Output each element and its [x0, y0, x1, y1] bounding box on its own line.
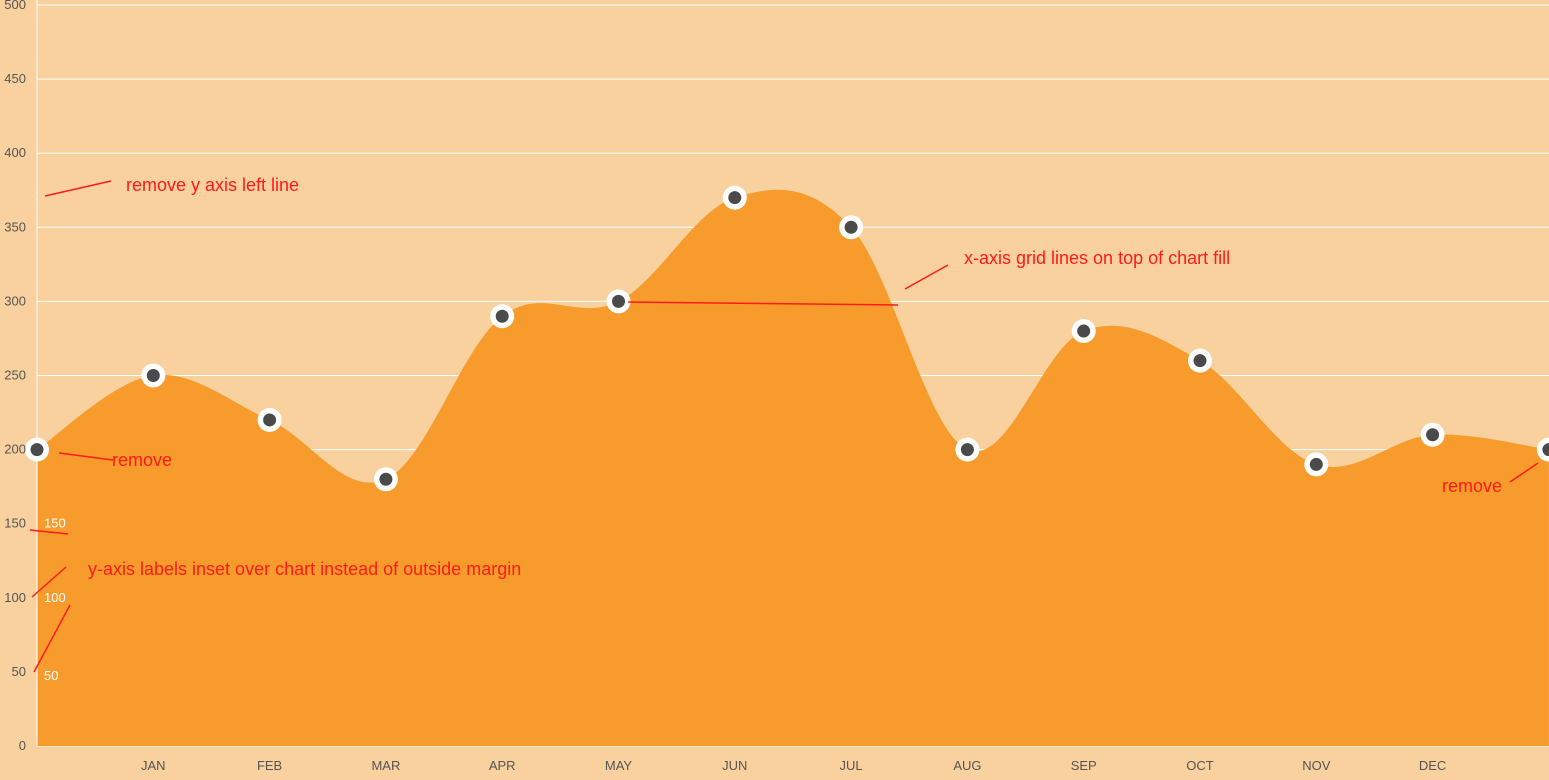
- data-point: [1536, 437, 1549, 462]
- inset-y-label: 100: [44, 590, 66, 605]
- annotation-remove-right: remove: [1442, 476, 1502, 496]
- annotation-line-remove-left: [58, 452, 114, 461]
- annotation-remove-y-axis-line: remove y axis left line: [126, 175, 299, 195]
- y-tick-label: 250: [4, 368, 26, 383]
- area-fill: [37, 189, 1549, 747]
- data-point-dot: [1077, 324, 1091, 338]
- y-tick-label: 350: [4, 219, 26, 234]
- annotation-line-inset-100: [31, 566, 67, 598]
- x-tick-label: OCT: [1186, 758, 1214, 773]
- data-point-dot: [495, 309, 509, 323]
- inset-y-label: 150: [44, 516, 66, 531]
- data-point: [141, 363, 166, 388]
- x-tick-label: DEC: [1419, 758, 1446, 773]
- data-point-dot: [146, 369, 160, 382]
- data-point: [1420, 422, 1445, 447]
- inset-y-label: 50: [44, 668, 58, 683]
- data-point: [955, 437, 980, 462]
- annotations: remove y axis left line x-axis grid line…: [29, 175, 1539, 673]
- x-tick-label: FEB: [257, 758, 282, 773]
- x-tick-labels: JAN FEB MAR APR MAY JUN JUL AUG SEP OCT NOV DEC: [141, 758, 1446, 773]
- y-tick-label: 200: [4, 442, 26, 457]
- x-tick-label: NOV: [1302, 758, 1331, 773]
- data-point-dot: [263, 413, 277, 427]
- data-point-dot: [1309, 457, 1323, 471]
- x-tick-label: JUL: [840, 758, 863, 773]
- data-point-dot: [1542, 443, 1549, 457]
- data-point-dot: [1426, 428, 1440, 442]
- y-tick-label: 300: [4, 293, 26, 308]
- y-tick-label: 0: [19, 738, 26, 753]
- y-tick-label: 100: [4, 590, 26, 605]
- x-tick-label: JAN: [141, 758, 166, 773]
- data-point-dot: [30, 443, 44, 457]
- annotation-line-remove-right: [1509, 462, 1539, 483]
- y-tick-label: 500: [4, 0, 26, 12]
- y-tick-label: 150: [4, 516, 26, 531]
- annotation-line-inset-50: [33, 604, 71, 673]
- x-tick-label: AUG: [953, 758, 981, 773]
- data-point: [373, 467, 398, 492]
- data-point: [490, 304, 515, 329]
- data-point: [1071, 319, 1096, 344]
- data-point-dot: [960, 443, 974, 457]
- data-point: [1188, 348, 1212, 373]
- data-point: [25, 437, 49, 462]
- annotation-inset-labels: y-axis labels inset over chart instead o…: [88, 559, 521, 579]
- data-point: [722, 185, 747, 210]
- data-point: [257, 407, 282, 432]
- data-point-dot: [612, 294, 625, 308]
- data-point-dot: [1193, 354, 1207, 368]
- annotation-grid-on-top: x-axis grid lines on top of chart fill: [964, 248, 1230, 268]
- data-point-dot: [844, 220, 858, 234]
- y-tick-label: 450: [4, 71, 26, 86]
- data-point: [606, 289, 631, 314]
- data-point-dot: [379, 472, 393, 486]
- x-tick-label: APR: [489, 758, 516, 773]
- annotation-line-grid-across: [627, 301, 899, 306]
- data-point: [839, 215, 864, 240]
- x-tick-label: MAR: [371, 758, 400, 773]
- y-tick-label: 50: [12, 664, 26, 679]
- x-tick-label: JUN: [722, 758, 747, 773]
- x-tick-label: SEP: [1071, 758, 1097, 773]
- x-tick-label: MAY: [605, 758, 633, 773]
- data-point-dot: [728, 191, 742, 205]
- data-points: [25, 185, 1549, 492]
- data-point: [1304, 452, 1329, 477]
- annotation-remove-left: remove: [112, 450, 172, 470]
- y-tick-labels: 0 50 100 150 200 250 300 350 400 450 500: [4, 0, 26, 753]
- annotation-line-inset-150: [29, 529, 69, 535]
- annotation-line-y-axis: [44, 180, 112, 197]
- y-tick-label: 400: [4, 145, 26, 160]
- inset-y-labels: 150 100 50: [44, 516, 66, 683]
- annotation-line-grid-top: [904, 264, 949, 290]
